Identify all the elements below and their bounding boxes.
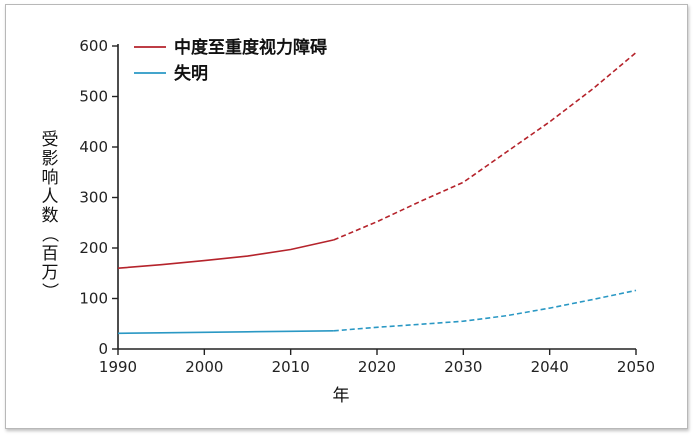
y-axis-title-char: （: [39, 226, 59, 243]
series-layer: [117, 51, 637, 335]
y-axis-title-char: 影: [42, 149, 59, 169]
y-axis-title-char: 人: [42, 187, 59, 207]
y-tick-label: 300: [79, 189, 108, 207]
y-axis-title-char: ）: [39, 283, 59, 300]
tick-marks: 0 100 200 300 400 500 600 1990 2000 2010 2020 2030 2…: [79, 37, 655, 376]
x-tick-label: 2050: [617, 358, 655, 376]
y-axis-title-char: 响: [42, 168, 59, 188]
chart-frame: 0 100 200 300 400 500 600 1990 2000 2010 2020 2030 2…: [5, 4, 688, 429]
line-chart: 0 100 200 300 400 500 600 1990 2000 2010 2020 2030 2…: [39, 37, 655, 406]
x-tick-label: 2000: [185, 358, 223, 376]
y-tick-label: 600: [79, 37, 108, 55]
x-tick-label: 2030: [444, 358, 482, 376]
y-tick-label: 200: [79, 239, 108, 257]
y-tick-label: 500: [79, 88, 108, 106]
x-axis-title: 年: [333, 386, 350, 406]
series-line-projected-0: [333, 51, 637, 241]
series-line-observed-0: [117, 239, 334, 269]
x-tick-label: 2020: [358, 358, 396, 376]
legend-label: 中度至重度视力障碍: [174, 37, 327, 58]
series-line-projected-1: [333, 289, 637, 332]
y-tick-label: 0: [98, 340, 108, 358]
x-tick-label: 2040: [531, 358, 569, 376]
y-axis-title-char: 数: [42, 206, 59, 226]
x-tick-label: 2010: [272, 358, 310, 376]
axes: [117, 44, 636, 350]
y-axis-title-char: 受: [42, 130, 59, 150]
y-tick-label: 400: [79, 138, 108, 156]
legend-label: 失明: [174, 63, 208, 84]
y-axis-title-char: 万: [42, 263, 59, 283]
y-tick-label: 100: [79, 290, 108, 308]
series-line-observed-1: [117, 330, 334, 335]
y-axis-title-char: 百: [42, 244, 59, 264]
x-tick-label: 1990: [99, 358, 137, 376]
